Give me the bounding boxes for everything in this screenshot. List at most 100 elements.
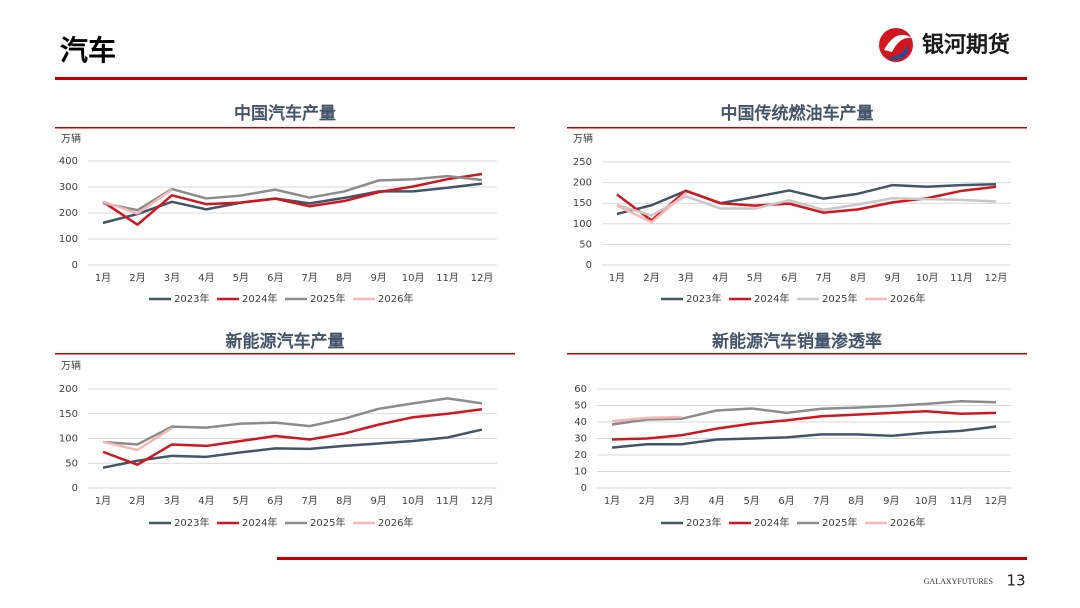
x-tick-label: 11月 (950, 272, 973, 284)
y-tick-label: 20 (574, 450, 587, 461)
x-tick-label: 3月 (164, 495, 180, 507)
y-tick-label: 50 (65, 458, 78, 469)
y-tick-label: 40 (574, 417, 587, 428)
series-line (102, 397, 483, 446)
x-tick-label: 9月 (370, 495, 386, 507)
x-tick-label: 7月 (813, 495, 829, 507)
page-title: 汽车 (60, 34, 116, 67)
legend-label: 2025年 (822, 516, 857, 529)
x-tick-label: 9月 (883, 495, 899, 507)
y-tick-label: 150 (59, 409, 78, 420)
x-tick-label: 3月 (164, 272, 180, 284)
y-tick-label: 250 (573, 157, 592, 168)
x-tick-label: 1月 (609, 272, 625, 284)
legend-label: 2025年 (310, 292, 345, 305)
chart-title: 中国汽车产量 (234, 103, 336, 124)
title-rule (55, 353, 515, 355)
y-tick-label: 100 (59, 234, 78, 245)
y-axis-label: 万辆 (61, 132, 81, 145)
y-tick-label: 60 (574, 384, 587, 395)
x-tick-label: 8月 (848, 495, 864, 507)
y-tick-label: 150 (573, 198, 592, 209)
logo (879, 28, 913, 62)
logo-swoosh (888, 44, 909, 60)
y-tick-label: 30 (574, 434, 587, 445)
y-tick-label: 300 (59, 182, 78, 193)
series-line (102, 172, 483, 226)
logo-swoosh (884, 34, 912, 52)
x-tick-label: 5月 (233, 272, 249, 284)
x-tick-label: 6月 (267, 495, 283, 507)
y-tick-label: 0 (72, 260, 78, 271)
legend-label: 2023年 (686, 516, 721, 529)
legend-label: 2026年 (890, 292, 925, 305)
header-rule (55, 77, 1027, 80)
y-tick-label: 400 (59, 156, 78, 167)
legend-label: 2025年 (310, 516, 345, 529)
y-tick-label: 100 (573, 219, 592, 230)
y-tick-label: 200 (59, 208, 78, 219)
x-tick-label: 4月 (198, 495, 214, 507)
legend-label: 2023年 (174, 516, 209, 529)
legend-label: 2026年 (890, 516, 925, 529)
legend-label: 2023年 (686, 292, 721, 305)
series-line (611, 410, 997, 441)
series-line (102, 408, 483, 466)
legend-label: 2025年 (822, 292, 857, 305)
chart-title: 新能源汽车销量渗透率 (712, 331, 882, 352)
x-tick-label: 4月 (709, 495, 725, 507)
x-tick-label: 6月 (267, 272, 283, 284)
x-tick-label: 11月 (436, 272, 459, 284)
y-axis-label: 万辆 (61, 359, 81, 372)
x-tick-label: 4月 (712, 272, 728, 284)
x-tick-label: 7月 (816, 272, 832, 284)
chart-title: 中国传统燃油车产量 (721, 103, 874, 124)
y-axis-label: 万辆 (573, 132, 593, 145)
series-line (102, 427, 173, 452)
x-tick-label: 9月 (370, 272, 386, 284)
x-tick-label: 10月 (915, 495, 938, 507)
series-line (616, 182, 997, 216)
chart-title: 新能源汽车产量 (226, 331, 345, 352)
x-tick-label: 1月 (95, 272, 111, 284)
x-tick-label: 12月 (985, 272, 1008, 284)
legend-label: 2024年 (242, 516, 277, 529)
y-tick-label: 10 (574, 467, 587, 478)
series-line (102, 428, 483, 469)
legend-label: 2023年 (174, 292, 209, 305)
x-tick-label: 9月 (884, 272, 900, 284)
x-tick-label: 5月 (747, 272, 763, 284)
x-tick-label: 11月 (950, 495, 973, 507)
x-tick-label: 4月 (198, 272, 214, 284)
y-tick-label: 50 (579, 239, 592, 250)
series-line (102, 188, 173, 215)
legend-label: 2024年 (754, 516, 789, 529)
x-tick-label: 10月 (402, 495, 425, 507)
legend-label: 2026年 (378, 292, 413, 305)
x-tick-label: 1月 (604, 495, 620, 507)
series-line (102, 182, 483, 225)
legend-label: 2024年 (242, 292, 277, 305)
x-tick-label: 2月 (639, 495, 655, 507)
x-tick-label: 2月 (129, 495, 145, 507)
title-rule (567, 127, 1027, 129)
x-tick-label: 12月 (471, 495, 494, 507)
x-tick-label: 5月 (233, 495, 249, 507)
footer-rule (277, 557, 1027, 560)
x-tick-label: 10月 (402, 272, 425, 284)
footer-brand: GALAXYFUTURES (924, 577, 993, 586)
x-tick-label: 3月 (674, 495, 690, 507)
page-number: 13 (1006, 572, 1025, 590)
series-line (616, 194, 997, 217)
x-tick-label: 11月 (436, 495, 459, 507)
x-tick-label: 3月 (678, 272, 694, 284)
x-tick-label: 7月 (302, 495, 318, 507)
x-tick-label: 8月 (850, 272, 866, 284)
y-tick-label: 0 (581, 483, 587, 494)
series-line (616, 191, 687, 224)
x-tick-label: 6月 (778, 495, 794, 507)
y-tick-label: 200 (59, 384, 78, 395)
x-tick-label: 2月 (643, 272, 659, 284)
series-line (611, 399, 997, 426)
